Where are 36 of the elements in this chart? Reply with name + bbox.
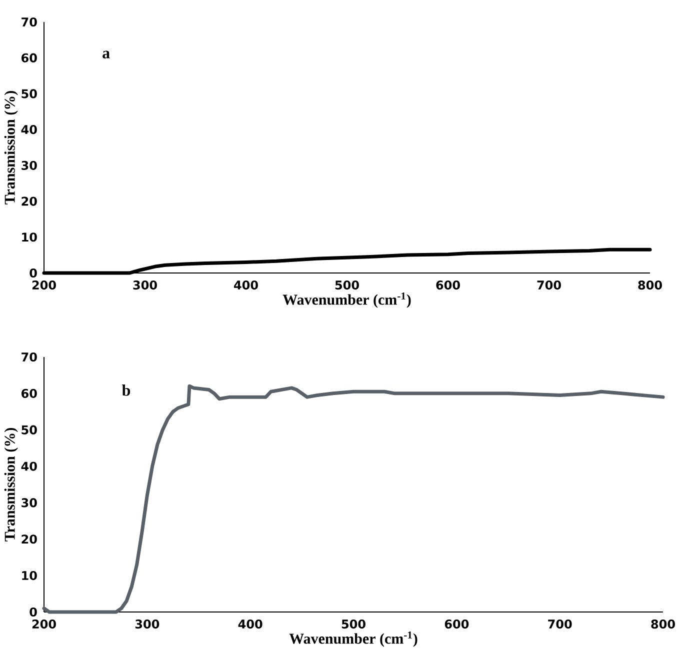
y-tick-label: 0 <box>30 268 37 278</box>
y-tick-label: 30 <box>22 160 37 170</box>
y-tick-label: 40 <box>21 125 37 134</box>
x-tick-label: 500 <box>342 620 366 629</box>
y-tick-label: 20 <box>22 196 37 206</box>
x-tick-label: 200 <box>32 620 56 629</box>
x-tick-label: 800 <box>651 620 675 629</box>
x-tick-label: 200 <box>32 280 56 290</box>
x-tick-label: 600 <box>436 280 460 290</box>
x-tick-label: 300 <box>133 280 157 290</box>
x-tick-label: 700 <box>537 280 561 290</box>
x-tick-label: 700 <box>548 620 572 629</box>
annotation: a <box>102 50 110 58</box>
y-tick-label: 60 <box>22 388 37 398</box>
x-tick-label: 500 <box>335 280 359 290</box>
y-tick-label: 70 <box>22 17 37 27</box>
x-tick-label: 600 <box>444 620 469 629</box>
y-tick-label: 50 <box>22 425 37 434</box>
y-tick-label: 0 <box>30 607 37 617</box>
x-axis-title: Wavenumber (cm$^{-1}$) <box>289 631 418 647</box>
y-tick-label: 50 <box>22 89 37 98</box>
x-axis-title: Wavenumber (cm$^{-1}$) <box>282 292 411 308</box>
y-tick-label: 10 <box>22 571 37 580</box>
y-tick-label: 60 <box>22 53 37 62</box>
y-axis-title: Transmission (%) <box>4 428 18 542</box>
x-tick-label: 300 <box>135 620 160 629</box>
x-tick-label: 400 <box>234 280 258 290</box>
y-tick-label: 70 <box>22 352 37 362</box>
x-tick-label: 400 <box>238 620 262 629</box>
y-tick-label: 40 <box>21 462 37 471</box>
annotation: b <box>122 384 130 396</box>
y-tick-label: 20 <box>22 534 37 544</box>
x-tick-label: 800 <box>638 280 662 290</box>
y-tick-label: 10 <box>22 232 37 242</box>
y-axis-title: Transmission (%) <box>4 91 18 204</box>
y-tick-label: 30 <box>22 498 37 508</box>
